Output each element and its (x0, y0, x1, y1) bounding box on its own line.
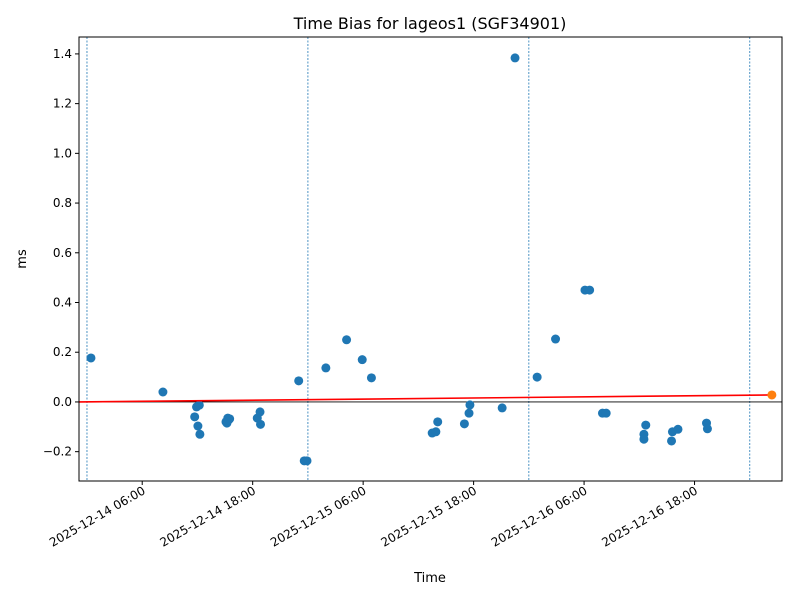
data-point (366, 373, 376, 383)
data-point (255, 407, 265, 417)
data-point (195, 429, 205, 439)
plot-area (78, 37, 782, 481)
data-point (190, 412, 200, 422)
data-point (193, 421, 203, 431)
y-tick-label: 0.0 (53, 395, 72, 409)
data-point (225, 414, 235, 424)
y-tick-label: 0.2 (53, 345, 72, 359)
data-point (510, 53, 520, 63)
chart-title: Time Bias for lageos1 (SGF34901) (293, 14, 567, 33)
data-point (702, 424, 712, 434)
data-point (551, 334, 561, 344)
x-axis-label: Time (413, 571, 446, 586)
y-tick-label: 0.8 (53, 196, 72, 210)
data-point (673, 424, 683, 434)
data-point (86, 353, 96, 363)
data-point (465, 400, 475, 410)
axes-frame (78, 36, 783, 482)
data-point (158, 387, 168, 397)
y-tick-label: 1.2 (53, 97, 72, 111)
data-point (497, 403, 507, 413)
data-point (294, 376, 304, 386)
y-tick-label: 0.4 (53, 296, 72, 310)
prediction-point (767, 390, 777, 400)
data-point (667, 436, 677, 446)
data-point (532, 372, 542, 382)
data-point (302, 456, 312, 466)
y-tick-label: 1.4 (53, 47, 72, 61)
y-tick-label: 0.6 (53, 246, 72, 260)
y-tick-label: 1.0 (53, 146, 72, 160)
data-point (639, 434, 649, 444)
data-point (641, 420, 651, 430)
data-point (433, 417, 443, 427)
data-point (585, 285, 595, 295)
data-point (459, 419, 469, 429)
y-axis-label: ms (15, 249, 30, 269)
data-point (357, 355, 367, 365)
data-point (342, 335, 352, 345)
y-tick-label: −0.2 (43, 445, 72, 459)
data-point (601, 408, 611, 418)
data-point (431, 427, 441, 437)
trend-line (78, 394, 772, 403)
data-point (321, 363, 331, 373)
data-point (194, 400, 204, 410)
data-point (256, 419, 266, 429)
data-point (464, 408, 474, 418)
